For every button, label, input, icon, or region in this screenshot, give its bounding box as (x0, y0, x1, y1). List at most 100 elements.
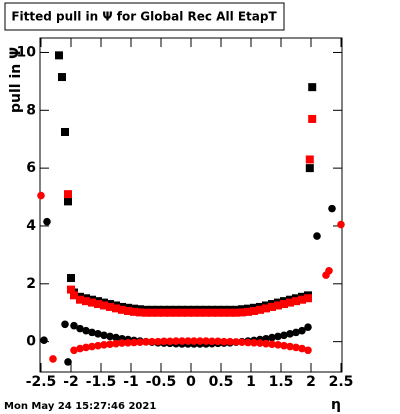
square-marker (196, 308, 204, 317)
circle-marker (172, 337, 180, 345)
x-tick-label: -0.5 (146, 374, 177, 390)
square-marker (292, 297, 300, 306)
square-marker (208, 308, 216, 317)
circle-marker (184, 337, 192, 345)
circle-marker (274, 332, 282, 341)
x-tick-label: -2 (63, 374, 79, 390)
circle-marker (220, 337, 228, 346)
square-marker (124, 306, 132, 315)
circle-marker (112, 333, 120, 342)
circle-marker (298, 344, 306, 353)
circle-marker (82, 326, 90, 335)
circle-marker (214, 337, 222, 346)
square-marker (64, 190, 72, 199)
circle-marker (304, 346, 312, 355)
x-tick-label: 1.5 (269, 374, 294, 390)
circle-marker (226, 337, 234, 346)
circle-marker (292, 328, 300, 337)
circle-marker (286, 342, 294, 351)
circle-marker (208, 337, 216, 346)
x-axis-label: η (331, 397, 341, 413)
x-tick-label: -1.5 (86, 374, 117, 390)
square-marker (166, 308, 174, 317)
circle-marker (88, 342, 96, 351)
square-marker (256, 305, 264, 314)
circle-marker (298, 326, 306, 335)
square-marker (154, 308, 162, 317)
circle-marker (154, 337, 162, 346)
circle-marker (61, 320, 69, 329)
circle-marker (106, 340, 114, 349)
title-box (4, 2, 285, 31)
circle-marker (262, 339, 270, 348)
y-tick-label: 2 (26, 276, 36, 292)
circle-marker (256, 339, 264, 347)
circle-marker (304, 323, 312, 331)
circle-marker (232, 338, 240, 346)
square-marker (226, 308, 234, 317)
square-marker (112, 304, 120, 313)
circle-marker (160, 337, 168, 346)
circle-marker (94, 330, 102, 338)
square-marker (70, 291, 78, 300)
circle-marker (286, 330, 294, 338)
square-marker (160, 308, 168, 317)
circle-marker (202, 337, 210, 345)
square-marker (88, 298, 96, 307)
circle-marker (43, 217, 51, 226)
square-marker (172, 308, 180, 317)
square-marker (178, 308, 186, 317)
square-marker (190, 308, 198, 317)
circle-marker (37, 191, 45, 200)
x-tick-label: 2 (306, 374, 316, 390)
circle-marker (292, 343, 300, 352)
circle-marker (196, 337, 204, 345)
square-marker (148, 308, 156, 317)
square-marker (308, 83, 317, 92)
circle-marker (190, 337, 198, 345)
circle-marker (82, 343, 90, 352)
circle-marker (106, 332, 114, 341)
circle-marker (70, 321, 78, 330)
circle-marker (112, 339, 120, 348)
square-marker (136, 308, 144, 317)
chart-title: Fitted pull in Ψ for Global Rec All Etap… (11, 10, 277, 24)
square-marker (214, 308, 222, 317)
circle-marker (280, 331, 288, 340)
y-tick-label: 0 (26, 334, 36, 350)
square-marker (82, 297, 90, 306)
circle-marker (280, 341, 288, 350)
square-marker (298, 295, 306, 304)
square-marker (100, 301, 108, 310)
square-marker (308, 114, 317, 123)
circle-marker (64, 358, 72, 366)
square-marker (274, 301, 282, 310)
square-marker (76, 295, 84, 304)
square-marker (61, 127, 69, 136)
x-tick-label: -1 (123, 374, 139, 390)
y-tick-label: 8 (26, 102, 36, 118)
x-tick-label: -2.5 (26, 374, 57, 390)
x-tick-label: 1 (246, 374, 256, 390)
circle-marker (268, 333, 276, 342)
circle-marker (325, 266, 333, 275)
circle-marker (136, 338, 144, 347)
square-marker (220, 308, 228, 317)
square-marker (55, 51, 63, 60)
square-marker (118, 305, 126, 314)
circle-marker (337, 220, 345, 229)
y-axis-label: pull in Ψ (8, 47, 24, 113)
circle-marker (328, 204, 336, 213)
square-marker (94, 300, 102, 309)
plot-frame (39, 37, 343, 373)
square-marker (244, 307, 252, 316)
circle-marker (130, 338, 138, 347)
circle-marker (100, 341, 108, 349)
circle-marker (148, 337, 156, 346)
square-marker (64, 197, 72, 206)
circle-marker (238, 338, 246, 347)
square-marker (280, 300, 288, 309)
square-marker (184, 308, 192, 317)
square-marker (58, 73, 66, 82)
circle-marker (94, 341, 102, 350)
